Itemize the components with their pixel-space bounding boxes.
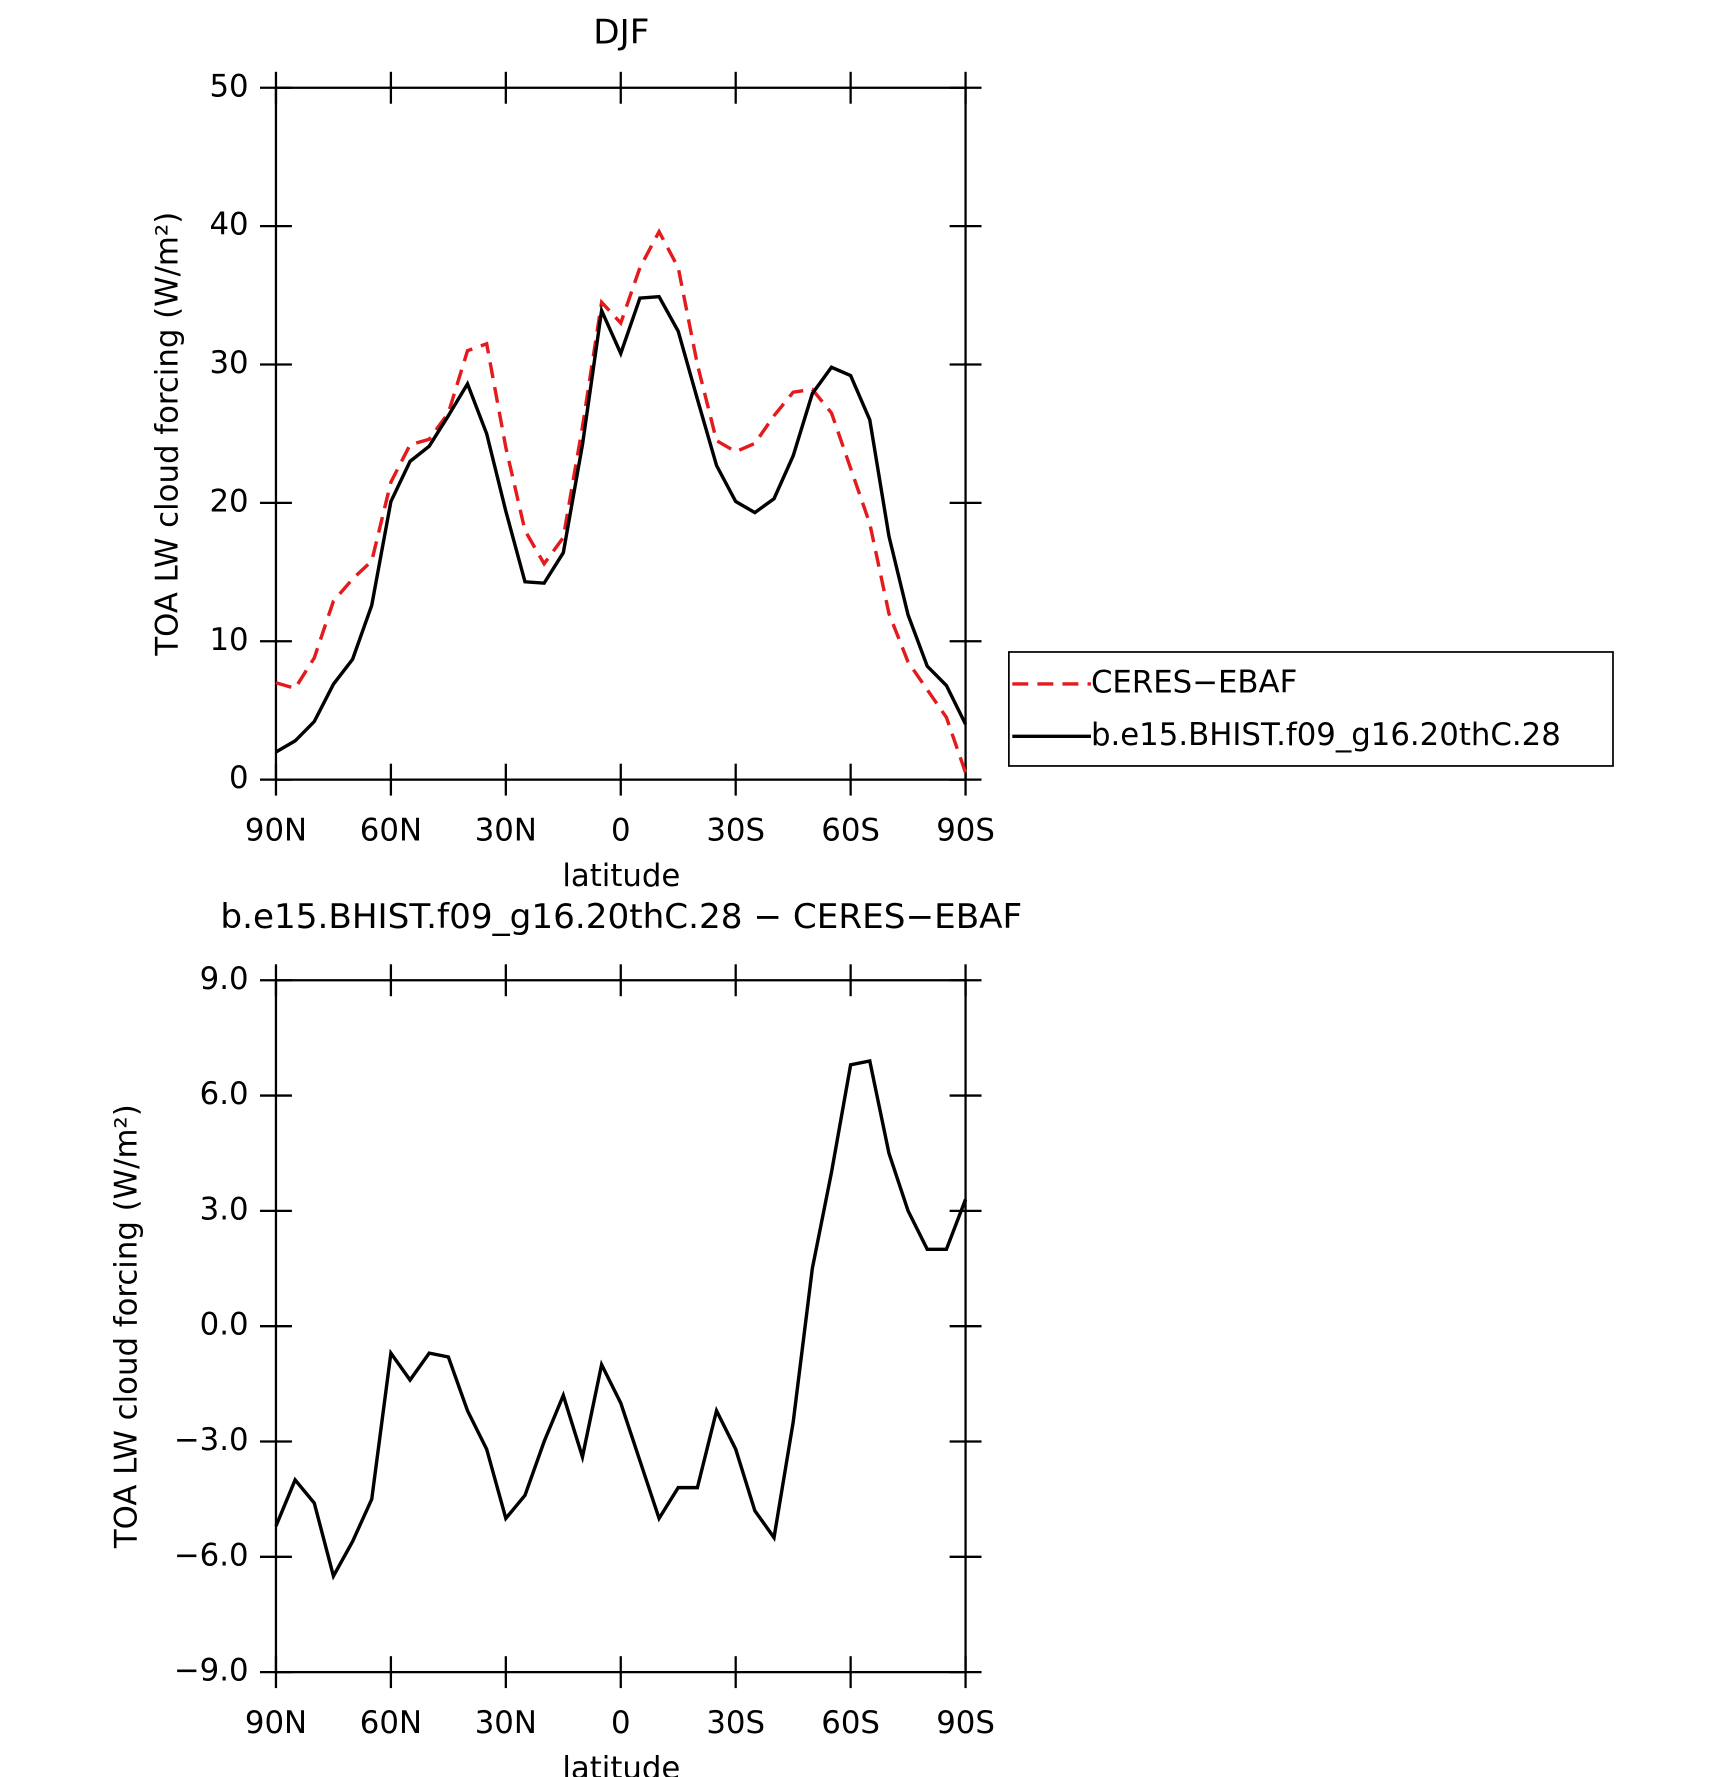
y-tick-label: −9.0 (174, 1653, 249, 1689)
x-tick-label: 60N (360, 1705, 422, 1741)
y-tick-label: 20 (209, 483, 248, 519)
x-tick-label: 90S (936, 813, 995, 849)
y-tick-label: 50 (209, 68, 248, 104)
y-tick-label: 0.0 (200, 1307, 249, 1343)
legend-label: CERES−EBAF (1091, 664, 1297, 700)
y-tick-label: 6.0 (200, 1076, 249, 1112)
x-tick-label: 90S (936, 1705, 995, 1741)
chart-title: DJF (593, 13, 649, 53)
chart-title: b.e15.BHIST.f09_g16.20thC.28 − CERES−EBA… (220, 897, 1022, 937)
plot-frame (274, 86, 967, 781)
x-tick-label: 30N (475, 1705, 537, 1741)
x-tick-label: 90N (245, 1705, 307, 1741)
y-tick-label: 9.0 (200, 961, 249, 997)
y-tick-label: 3.0 (200, 1191, 249, 1227)
x-axis-label: latitude (562, 858, 680, 894)
x-tick-label: 60S (821, 813, 880, 849)
y-tick-label: 0 (229, 760, 249, 796)
x-tick-label: 0 (611, 1705, 631, 1741)
x-tick-label: 0 (611, 813, 631, 849)
legend-box (1008, 651, 1614, 767)
y-tick-label: −6.0 (174, 1537, 249, 1573)
data-line (275, 228, 968, 774)
x-tick-label: 30S (706, 1705, 765, 1741)
y-tick-label: 40 (209, 207, 248, 243)
x-tick-label: 60N (360, 813, 422, 849)
x-tick-label: 30S (706, 813, 765, 849)
y-axis-label: TOA LW cloud forcing (W/m²) (149, 212, 185, 657)
y-tick-label: −3.0 (174, 1422, 249, 1458)
x-tick-label: 30N (475, 813, 537, 849)
y-tick-label: 30 (209, 345, 248, 381)
x-tick-label: 60S (821, 1705, 880, 1741)
x-tick-label: 90N (245, 813, 307, 849)
y-tick-label: 10 (209, 622, 248, 658)
y-axis-label: TOA LW cloud forcing (W/m²) (108, 1104, 144, 1549)
plot-frame (274, 979, 967, 1674)
legend-label: b.e15.BHIST.f09_g16.20thC.28 (1091, 717, 1561, 753)
data-line (275, 294, 968, 754)
x-axis-label: latitude (562, 1751, 680, 1777)
data-line (274, 1058, 968, 1581)
